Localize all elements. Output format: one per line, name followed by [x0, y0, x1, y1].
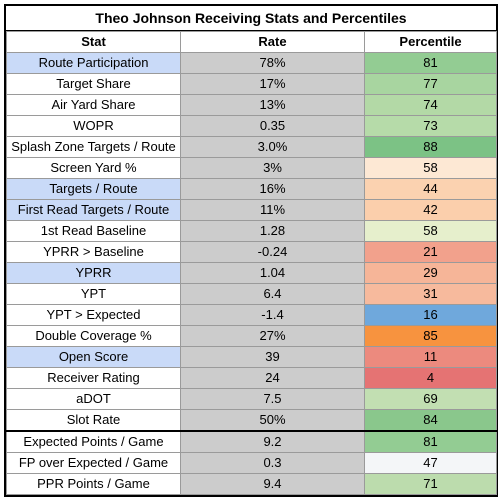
stat-cell[interactable]: YPT: [6, 283, 181, 305]
rate-cell[interactable]: 9.2: [180, 430, 365, 453]
stat-cell[interactable]: Open Score: [6, 346, 181, 368]
percentile-cell[interactable]: 31: [364, 283, 497, 305]
table-row: Air Yard Share 13% 74: [6, 94, 497, 116]
percentile-cell[interactable]: 84: [364, 409, 497, 432]
rate-cell[interactable]: 3.0%: [180, 136, 365, 158]
stat-cell[interactable]: WOPR: [6, 115, 181, 137]
stat-cell[interactable]: Target Share: [6, 73, 181, 95]
rate-cell[interactable]: 16%: [180, 178, 365, 200]
rate-cell[interactable]: 11%: [180, 199, 365, 221]
stat-cell[interactable]: Targets / Route: [6, 178, 181, 200]
table-row: Route Participation 78% 81: [6, 52, 497, 74]
rate-cell[interactable]: -0.24: [180, 241, 365, 263]
rate-cell[interactable]: 24: [180, 367, 365, 389]
percentile-cell[interactable]: 58: [364, 220, 497, 242]
table-row: aDOT 7.5 69: [6, 388, 497, 410]
stat-cell[interactable]: Receiver Rating: [6, 367, 181, 389]
header-row: Stat Rate Percentile: [6, 31, 497, 53]
stat-cell[interactable]: YPRR: [6, 262, 181, 284]
rate-cell[interactable]: 17%: [180, 73, 365, 95]
stat-cell[interactable]: Screen Yard %: [6, 157, 181, 179]
table-row: YPT > Expected -1.4 16: [6, 304, 497, 326]
table-row: YPRR > Baseline -0.24 21: [6, 241, 497, 263]
header-percentile[interactable]: Percentile: [364, 31, 497, 53]
stats-table: Stat Rate Percentile Route Participation…: [6, 31, 497, 495]
rate-cell[interactable]: 0.35: [180, 115, 365, 137]
table-row: Splash Zone Targets / Route 3.0% 88: [6, 136, 497, 158]
stat-cell[interactable]: Splash Zone Targets / Route: [6, 136, 181, 158]
stat-cell[interactable]: 1st Read Baseline: [6, 220, 181, 242]
stat-cell[interactable]: YPT > Expected: [6, 304, 181, 326]
table-row: Open Score 39 11: [6, 346, 497, 368]
rate-cell[interactable]: 3%: [180, 157, 365, 179]
percentile-cell[interactable]: 81: [364, 52, 497, 74]
table-row: PPR Points / Game 9.4 71: [6, 473, 497, 495]
stat-cell[interactable]: Double Coverage %: [6, 325, 181, 347]
stats-rows: Route Participation 78% 81 Target Share 17% 7…: [6, 52, 497, 495]
stat-cell[interactable]: Route Participation: [6, 52, 181, 74]
stats-sheet: Theo Johnson Receiving Stats and Percent…: [4, 4, 498, 497]
table-row: Screen Yard % 3% 58: [6, 157, 497, 179]
table-row: FP over Expected / Game 0.3 47: [6, 452, 497, 474]
table-row: Target Share 17% 77: [6, 73, 497, 95]
table-row: YPT 6.4 31: [6, 283, 497, 305]
percentile-cell[interactable]: 21: [364, 241, 497, 263]
percentile-cell[interactable]: 16: [364, 304, 497, 326]
percentile-cell[interactable]: 11: [364, 346, 497, 368]
rate-cell[interactable]: 6.4: [180, 283, 365, 305]
stat-cell[interactable]: aDOT: [6, 388, 181, 410]
rate-cell[interactable]: 1.28: [180, 220, 365, 242]
table-row: Double Coverage % 27% 85: [6, 325, 497, 347]
table-row: First Read Targets / Route 11% 42: [6, 199, 497, 221]
percentile-cell[interactable]: 73: [364, 115, 497, 137]
percentile-cell[interactable]: 77: [364, 73, 497, 95]
table-row: Expected Points / Game 9.2 81: [6, 430, 497, 453]
stat-cell[interactable]: Air Yard Share: [6, 94, 181, 116]
rate-cell[interactable]: -1.4: [180, 304, 365, 326]
rate-cell[interactable]: 1.04: [180, 262, 365, 284]
table-row: Receiver Rating 24 4: [6, 367, 497, 389]
percentile-cell[interactable]: 47: [364, 452, 497, 474]
percentile-cell[interactable]: 81: [364, 430, 497, 453]
percentile-cell[interactable]: 71: [364, 473, 497, 495]
percentile-cell[interactable]: 4: [364, 367, 497, 389]
stat-cell[interactable]: First Read Targets / Route: [6, 199, 181, 221]
percentile-cell[interactable]: 74: [364, 94, 497, 116]
percentile-cell[interactable]: 85: [364, 325, 497, 347]
table-row: WOPR 0.35 73: [6, 115, 497, 137]
rate-cell[interactable]: 78%: [180, 52, 365, 74]
rate-cell[interactable]: 7.5: [180, 388, 365, 410]
rate-cell[interactable]: 27%: [180, 325, 365, 347]
rate-cell[interactable]: 39: [180, 346, 365, 368]
percentile-cell[interactable]: 58: [364, 157, 497, 179]
stat-cell[interactable]: Expected Points / Game: [6, 430, 181, 453]
percentile-cell[interactable]: 69: [364, 388, 497, 410]
stat-cell[interactable]: Slot Rate: [6, 409, 181, 432]
stat-cell[interactable]: FP over Expected / Game: [6, 452, 181, 474]
percentile-cell[interactable]: 88: [364, 136, 497, 158]
table-row: YPRR 1.04 29: [6, 262, 497, 284]
table-row: 1st Read Baseline 1.28 58: [6, 220, 497, 242]
table-row: Targets / Route 16% 44: [6, 178, 497, 200]
stat-cell[interactable]: PPR Points / Game: [6, 473, 181, 495]
rate-cell[interactable]: 13%: [180, 94, 365, 116]
rate-cell[interactable]: 0.3: [180, 452, 365, 474]
rate-cell[interactable]: 9.4: [180, 473, 365, 495]
sheet-title: Theo Johnson Receiving Stats and Percent…: [6, 6, 496, 31]
percentile-cell[interactable]: 29: [364, 262, 497, 284]
percentile-cell[interactable]: 44: [364, 178, 497, 200]
header-stat[interactable]: Stat: [6, 31, 181, 53]
rate-cell[interactable]: 50%: [180, 409, 365, 432]
stat-cell[interactable]: YPRR > Baseline: [6, 241, 181, 263]
header-rate[interactable]: Rate: [180, 31, 365, 53]
table-row: Slot Rate 50% 84: [6, 409, 497, 432]
percentile-cell[interactable]: 42: [364, 199, 497, 221]
